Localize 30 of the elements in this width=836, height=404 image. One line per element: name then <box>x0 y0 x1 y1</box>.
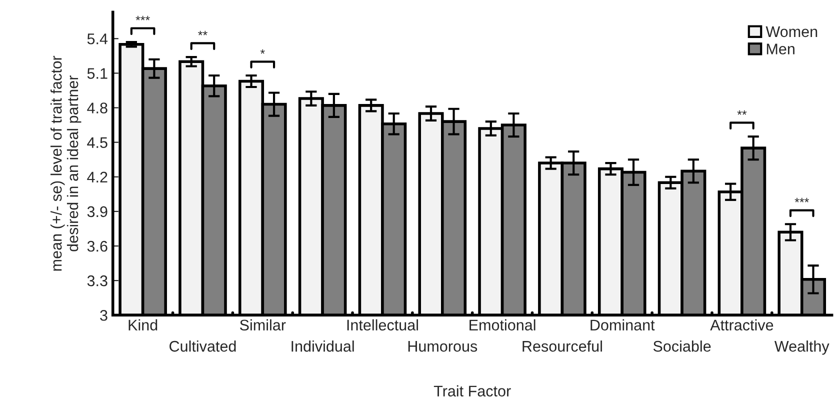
annotation: ** <box>737 110 747 115</box>
x-axis-title: Trait Factor <box>434 385 511 397</box>
y-axis-title: mean (+/- se) level of trait factor desired in an ideal partner <box>50 56 82 271</box>
y-tick-label: 3.6 <box>87 240 108 252</box>
y-tick-label: 5.4 <box>87 34 108 44</box>
annotation: * <box>260 49 265 54</box>
x-tick-label: Cultivated <box>170 340 236 352</box>
y-tick-label: 4.2 <box>87 172 108 182</box>
x-tick-label: Intellectual <box>347 319 418 331</box>
x-tick-label: Resourceful <box>522 340 602 352</box>
x-tick-label: Attractive <box>710 319 774 331</box>
y-tick-label: 5.1 <box>87 68 108 79</box>
annotation: ** <box>198 30 208 36</box>
x-tick-label: Humorous <box>408 341 478 352</box>
y-tick-label: 3 <box>100 310 108 321</box>
x-tick-label: Dominant <box>590 319 655 331</box>
x-tick-label: Sociable <box>653 340 711 352</box>
x-tick-label: Kind <box>128 319 158 331</box>
y-tick-label: 4.5 <box>87 137 108 148</box>
y-tick-label: 4.8 <box>87 102 108 114</box>
legend-label: Women <box>766 26 818 38</box>
x-tick-label: Similar <box>240 319 286 331</box>
x-tick-label: Wealthy <box>774 340 830 355</box>
annotation: *** <box>136 16 150 20</box>
y-tick-label: 3.9 <box>87 206 108 218</box>
x-tick-label: Individual <box>292 340 354 352</box>
annotation: *** <box>794 198 809 202</box>
legend-label: Men <box>766 44 794 54</box>
x-tick-label: Emotional <box>470 319 536 331</box>
y-tick-label: 3.3 <box>87 275 108 286</box>
